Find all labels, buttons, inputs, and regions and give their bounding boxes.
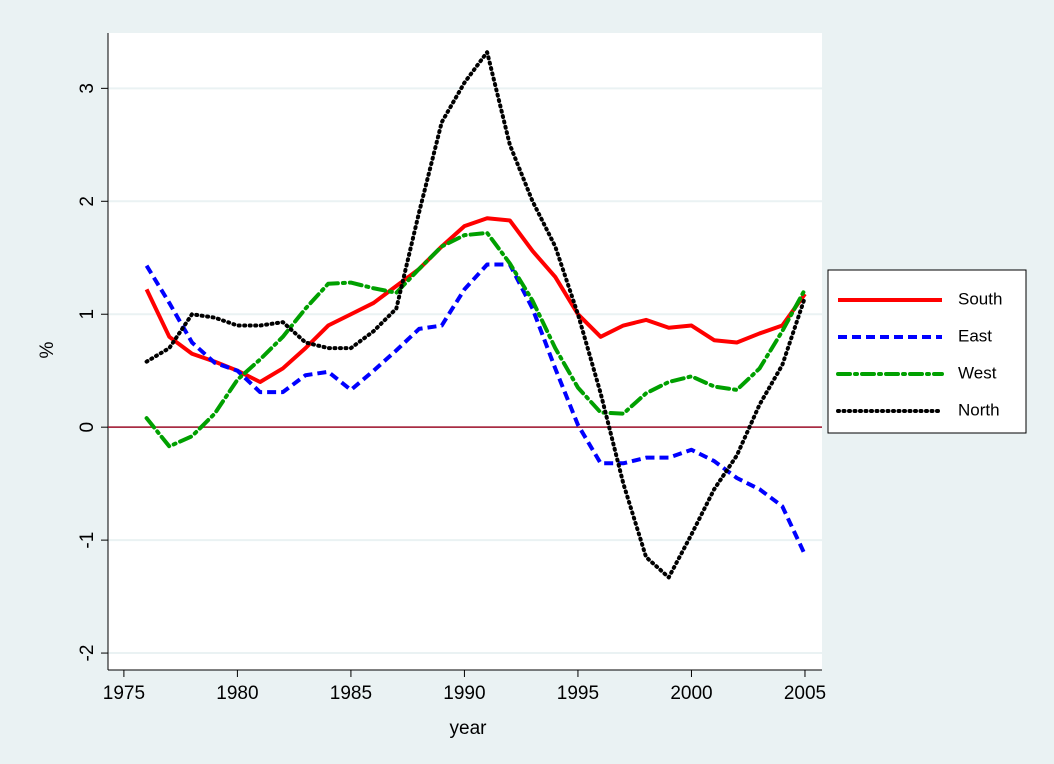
x-tick-label: 2000 xyxy=(670,683,712,704)
x-tick-label: 1980 xyxy=(216,683,258,704)
series-line xyxy=(144,216,807,384)
y-tick-label: 0 xyxy=(77,422,98,433)
legend-label: East xyxy=(958,326,992,345)
x-axis-title: year xyxy=(450,718,488,739)
y-tick-label: 2 xyxy=(77,196,98,207)
y-tick-label: 1 xyxy=(77,309,98,320)
x-tick-label: 1985 xyxy=(330,683,372,704)
legend-box xyxy=(827,269,1027,434)
x-tick-label: 1975 xyxy=(103,683,145,704)
x-tick-label: 1990 xyxy=(443,683,485,704)
series-line xyxy=(144,230,807,449)
plot-area xyxy=(108,33,822,670)
y-axis-title: % xyxy=(37,341,58,358)
series-line xyxy=(144,50,807,580)
y-tick-label: -1 xyxy=(77,532,98,549)
y-tick-label: 3 xyxy=(77,83,98,94)
x-tick-label: 2005 xyxy=(784,683,826,704)
legend-label: South xyxy=(958,289,1002,308)
y-tick-label: -2 xyxy=(77,645,98,662)
series-line xyxy=(144,262,807,556)
legend-label: West xyxy=(958,363,997,382)
x-tick-label: 1995 xyxy=(557,683,599,704)
legend-label: North xyxy=(958,400,1000,419)
